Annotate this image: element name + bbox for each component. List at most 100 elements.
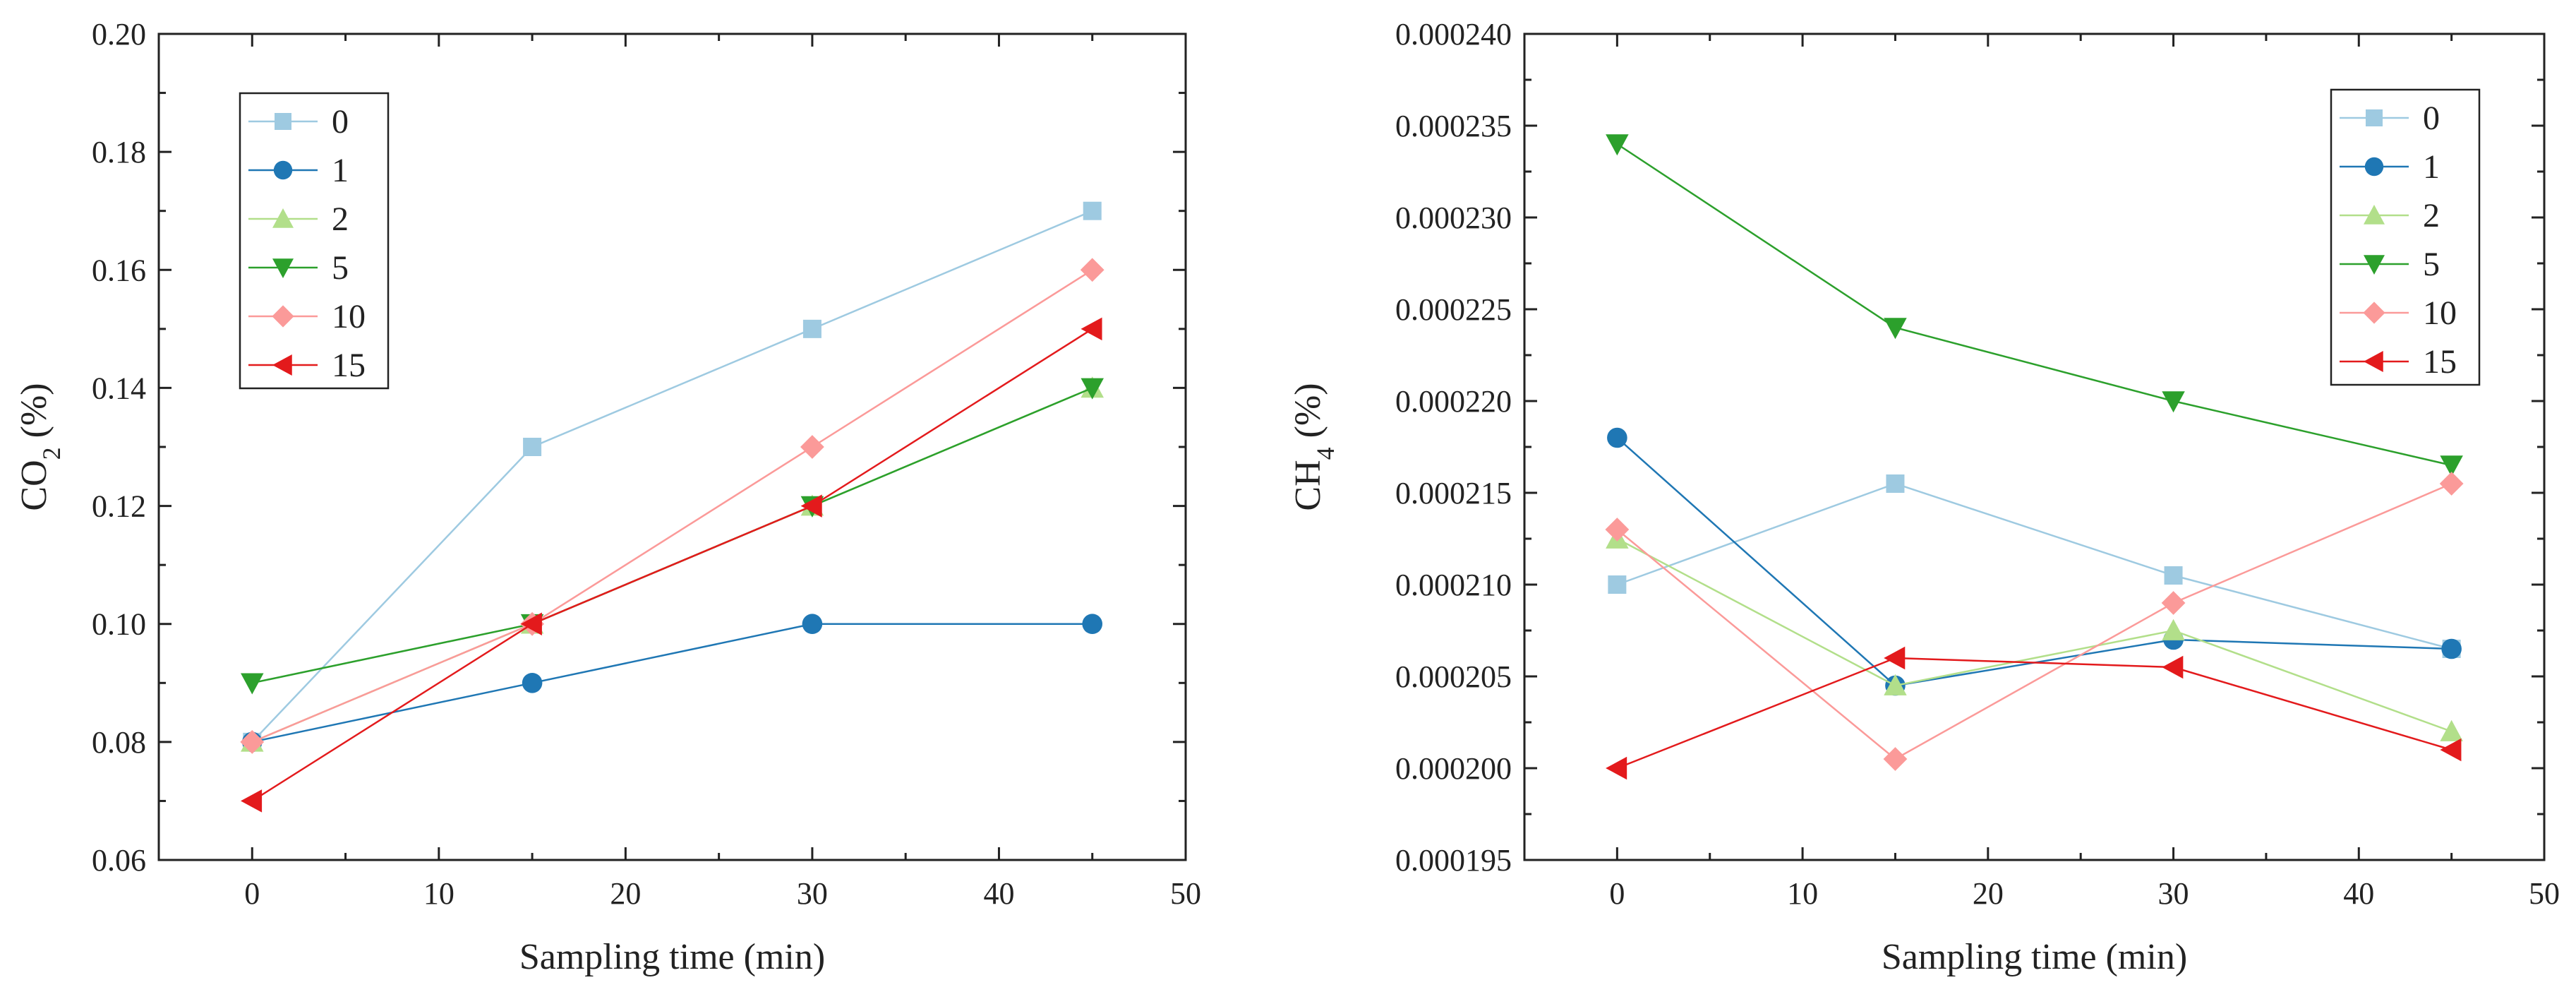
data-point-2 — [2162, 618, 2185, 640]
x-axis-title: Sampling time (min) — [519, 937, 825, 977]
y-tick-label: 0.000215 — [1395, 476, 1512, 510]
series-2 — [1606, 527, 2463, 741]
legend-label-5: 5 — [2423, 246, 2440, 283]
data-point-10 — [2161, 591, 2186, 615]
x-tick-label: 0 — [1609, 876, 1625, 911]
data-point-15 — [800, 494, 822, 518]
series-line-1 — [1616, 437, 2452, 687]
series-line-2 — [1616, 537, 2452, 733]
data-point-0 — [2164, 566, 2183, 585]
x-axis-title: Sampling time (min) — [1882, 937, 2187, 977]
y-tick-label: 0.20 — [92, 17, 146, 52]
series-5 — [1606, 134, 2463, 477]
legend-marker-2 — [2364, 205, 2385, 225]
legend-marker-10 — [2363, 301, 2385, 324]
series-line-15 — [1616, 657, 2452, 770]
series-line-10 — [251, 269, 1093, 743]
data-point-0 — [1886, 474, 1905, 493]
legend-label-10: 10 — [2423, 294, 2457, 332]
data-point-10 — [1080, 258, 1105, 282]
x-tick-label: 20 — [610, 876, 641, 911]
x-tick-label: 40 — [983, 876, 1014, 911]
y-axis-title-unit: (%) — [1288, 383, 1328, 447]
legend-marker-15 — [272, 354, 292, 376]
y-tick-label: 0.18 — [92, 135, 146, 169]
legend-label-10: 10 — [332, 298, 366, 335]
chart-panel-ch4: 0 10 20 30 40 500.0001950.0002000.0002050.000… — [1288, 17, 2560, 977]
legend-label-2: 2 — [2423, 197, 2440, 234]
data-point-10 — [2439, 472, 2464, 496]
y-tick-label: 0.08 — [92, 725, 146, 760]
data-point-1 — [2441, 638, 2462, 659]
x-tick-label: 30 — [797, 876, 828, 911]
series-line-0 — [251, 210, 1093, 743]
data-point-0 — [802, 319, 821, 338]
legend-box — [239, 92, 390, 390]
x-tick-label: 10 — [1787, 876, 1818, 911]
y-tick-label: 0.14 — [92, 371, 146, 405]
legend-marker-0 — [275, 113, 291, 130]
data-point-1 — [522, 672, 543, 693]
data-point-15 — [1606, 756, 1627, 780]
series-line-10 — [1616, 482, 2452, 760]
data-point-15 — [2440, 738, 2462, 762]
legend: 0 1 2 5 10 15 — [239, 92, 390, 390]
y-axis-title: CH4 (%) — [1288, 383, 1340, 510]
data-point-5 — [1884, 318, 1907, 340]
x-tick-label: 30 — [2158, 876, 2189, 911]
y-axis-title-subscript: 4 — [1311, 447, 1340, 460]
y-tick-label: 0.000240 — [1395, 17, 1512, 52]
series-line-15 — [251, 328, 1093, 802]
y-axis-title: CO2 (%) — [14, 383, 66, 510]
series-line-5 — [1616, 143, 2452, 467]
x-tick-label: 50 — [2529, 876, 2560, 911]
series-1 — [1607, 427, 2462, 696]
data-point-15 — [1884, 646, 1906, 670]
data-point-2 — [2440, 719, 2463, 741]
x-tick-label: 0 — [244, 876, 260, 911]
y-tick-label: 0.000205 — [1395, 659, 1512, 694]
x-tick-label: 40 — [2343, 876, 2374, 911]
data-point-15 — [1081, 317, 1102, 341]
y-tick-label: 0.000225 — [1395, 292, 1512, 327]
series-1 — [241, 614, 1103, 753]
y-axis-title-subscript: 2 — [37, 447, 66, 460]
data-point-2 — [1884, 674, 1907, 695]
y-tick-label: 0.000235 — [1395, 109, 1512, 143]
legend-label-1: 1 — [2423, 148, 2440, 186]
x-tick-label: 20 — [1973, 876, 2004, 911]
data-point-5 — [2162, 391, 2185, 413]
legend-label-0: 0 — [332, 103, 349, 141]
x-tick-label: 50 — [1170, 876, 1201, 911]
legend-box — [2330, 88, 2481, 386]
legend-marker-0 — [2366, 109, 2383, 126]
data-point-15 — [520, 612, 542, 635]
data-point-10 — [240, 729, 265, 754]
y-axis-title-main: CO — [14, 460, 54, 510]
y-tick-label: 0.06 — [92, 843, 146, 878]
y-tick-label: 0.16 — [92, 253, 146, 287]
legend-label-2: 2 — [332, 201, 349, 238]
series-line-1 — [252, 623, 1093, 743]
legend-marker-2 — [272, 208, 294, 228]
legend-label-0: 0 — [2423, 100, 2440, 137]
data-point-5 — [2440, 455, 2463, 477]
data-point-1 — [1082, 614, 1103, 635]
series-0 — [1608, 474, 2461, 658]
data-point-1 — [1607, 427, 1627, 448]
y-axis-title-unit: (%) — [14, 383, 54, 447]
legend-label-5: 5 — [332, 249, 349, 287]
legend-marker-1 — [2364, 157, 2384, 177]
y-tick-label: 0.000200 — [1395, 751, 1512, 786]
data-point-0 — [523, 438, 542, 456]
data-point-1 — [802, 614, 823, 635]
legend-marker-10 — [272, 305, 294, 328]
data-point-0 — [1608, 575, 1627, 594]
y-tick-label: 0.000230 — [1395, 201, 1512, 235]
x-tick-label: 10 — [423, 876, 455, 911]
y-tick-label: 0.000210 — [1395, 568, 1512, 602]
legend-label-1: 1 — [332, 152, 349, 189]
series-15 — [1606, 646, 2462, 780]
legend: 0 1 2 5 10 15 — [2330, 88, 2481, 386]
